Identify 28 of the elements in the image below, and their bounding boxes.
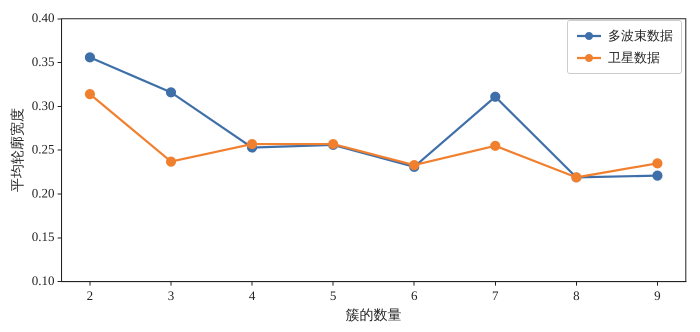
- x-tick-label: 7: [492, 288, 500, 303]
- point: [84, 52, 96, 62]
- point: [652, 158, 663, 168]
- x-tick-label: 3: [168, 288, 174, 303]
- y-tick-label: 0.40: [32, 10, 55, 26]
- y-tick-label: 0.10: [32, 273, 55, 288]
- y-tick-label: 0.15: [32, 229, 55, 244]
- legend-label: 多波束数据: [608, 27, 673, 45]
- x-tick-label: 4: [248, 288, 256, 303]
- x-tick-label: 5: [330, 288, 336, 303]
- x-tick-label: 8: [573, 288, 580, 303]
- y-axis-title: 平均轮廓宽度: [10, 108, 26, 192]
- point: [246, 138, 258, 150]
- point: [166, 87, 176, 98]
- x-tick-label: 6: [410, 288, 418, 303]
- y-tick-label: 0.35: [32, 54, 55, 70]
- legend-label: 卫星数据: [608, 49, 660, 67]
- point: [652, 170, 663, 181]
- point: [166, 156, 176, 167]
- point: [84, 89, 96, 100]
- point: [490, 92, 500, 102]
- y-tick-label: 0.25: [32, 142, 55, 157]
- y-tick-label: 0.20: [32, 185, 55, 200]
- y-tick-label: 0.30: [32, 98, 55, 113]
- x-tick-label: 2: [86, 288, 94, 303]
- x-tick-label: 9: [654, 288, 661, 303]
- x-axis-title: 簇的数量: [346, 307, 402, 324]
- point: [490, 140, 500, 151]
